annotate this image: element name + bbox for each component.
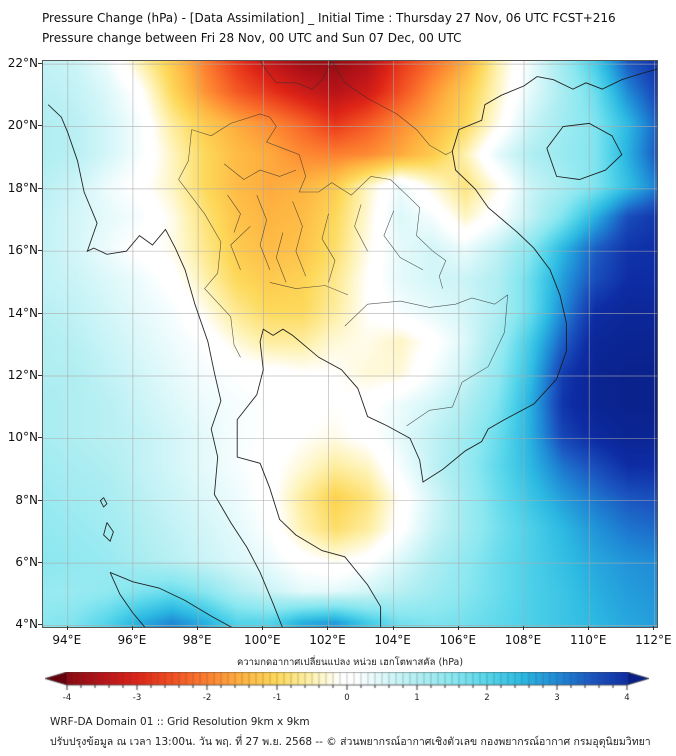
- lat-tick-mark: [38, 437, 42, 439]
- map-line: [416, 129, 453, 155]
- map-overlay: [43, 61, 657, 627]
- lat-tick-label: 20°N: [7, 118, 38, 133]
- colorbar: [45, 672, 649, 692]
- map-line: [236, 68, 657, 627]
- lat-tick-mark: [38, 499, 42, 501]
- colorbar-tick-label: 2: [484, 693, 490, 703]
- map-line: [321, 213, 336, 283]
- lon-tick-mark: [66, 626, 68, 630]
- footer-domain-info: WRF-DA Domain 01 :: Grid Resolution 9km …: [50, 716, 310, 728]
- colorbar-tick-label: 1: [414, 693, 420, 703]
- lat-tick-mark: [38, 187, 42, 189]
- colorbar-tick-label: -3: [132, 693, 142, 703]
- map-line: [331, 61, 417, 130]
- lon-tick-mark: [392, 626, 394, 630]
- lat-tick-mark: [38, 312, 42, 314]
- lon-tick-label: 104°E: [374, 633, 411, 647]
- lon-tick-mark: [653, 626, 655, 630]
- colorbar-tick-label: 3: [554, 693, 560, 703]
- colorbar-tick-label: 0: [344, 693, 350, 703]
- lat-tick-label: 12°N: [7, 367, 38, 382]
- lat-tick-label: 6°N: [15, 555, 38, 570]
- lat-tick-mark: [38, 63, 42, 65]
- lon-tick-label: 96°E: [117, 633, 147, 647]
- map-plot-area: [42, 60, 658, 628]
- map-line: [546, 122, 623, 180]
- footer-credit-thai: ปรับปรุงข้อมูล ณ เวลา 13:00น. วัน พฤ. ที…: [50, 736, 651, 748]
- lat-tick-mark: [38, 562, 42, 564]
- map-line: [406, 294, 508, 427]
- colorbar-tick-label: -4: [62, 693, 72, 703]
- map-line: [292, 201, 306, 277]
- map-line: [99, 497, 108, 508]
- map-line: [224, 163, 297, 180]
- map-line: [109, 571, 233, 627]
- lat-tick-label: 14°N: [7, 305, 38, 320]
- map-line: [227, 194, 241, 233]
- lon-tick-label: 108°E: [504, 633, 542, 647]
- lon-tick-label: 102°E: [309, 633, 346, 647]
- lon-tick-label: 94°E: [52, 633, 82, 647]
- map-line: [383, 210, 424, 271]
- map-title: Pressure Change (hPa) - [Data Assimilati…: [42, 11, 616, 25]
- map-line: [354, 204, 368, 252]
- lat-tick-label: 16°N: [7, 243, 38, 258]
- map-line: [269, 282, 349, 296]
- lat-tick-mark: [38, 250, 42, 252]
- map-line: [47, 104, 283, 627]
- lat-tick-label: 18°N: [7, 180, 38, 195]
- lat-tick-label: 10°N: [7, 430, 38, 445]
- map-line: [103, 522, 114, 543]
- map-line: [256, 194, 271, 271]
- map-line: [275, 232, 287, 283]
- pressure-field-canvas: [43, 61, 657, 627]
- colorbar-tick-label: -1: [272, 693, 282, 703]
- lon-tick-mark: [588, 626, 590, 630]
- lon-tick-label: 110°E: [569, 633, 607, 647]
- map-line: [230, 226, 251, 271]
- lat-tick-mark: [38, 624, 42, 626]
- lon-tick-mark: [523, 626, 525, 630]
- lon-tick-label: 112°E: [635, 633, 672, 647]
- map-line: [178, 129, 241, 358]
- map-line: [109, 572, 146, 627]
- lat-tick-label: 8°N: [15, 492, 38, 507]
- lat-tick-mark: [38, 374, 42, 376]
- lat-tick-label: 4°N: [15, 617, 38, 632]
- map-line: [191, 113, 447, 289]
- lat-tick-mark: [38, 125, 42, 127]
- lon-tick-mark: [262, 626, 264, 630]
- lon-tick-mark: [197, 626, 199, 630]
- lon-tick-mark: [327, 626, 329, 630]
- lon-tick-label: 106°E: [439, 633, 477, 647]
- map-line: [344, 294, 508, 327]
- lon-tick-label: 100°E: [244, 633, 281, 647]
- colorbar-tick-label: -2: [202, 693, 212, 703]
- map-subtitle: Pressure change between Fri 28 Nov, 00 U…: [42, 31, 462, 45]
- map-line: [259, 61, 332, 90]
- lat-tick-label: 22°N: [7, 56, 38, 71]
- colorbar-label: ความกดอากาศเปลี่ยนแปลง หน่วย เฮกโตพาสคัล…: [236, 657, 464, 668]
- lon-tick-label: 98°E: [182, 633, 212, 647]
- lon-tick-mark: [131, 626, 133, 630]
- colorbar-tick-label: 4: [624, 693, 630, 703]
- lon-tick-mark: [457, 626, 459, 630]
